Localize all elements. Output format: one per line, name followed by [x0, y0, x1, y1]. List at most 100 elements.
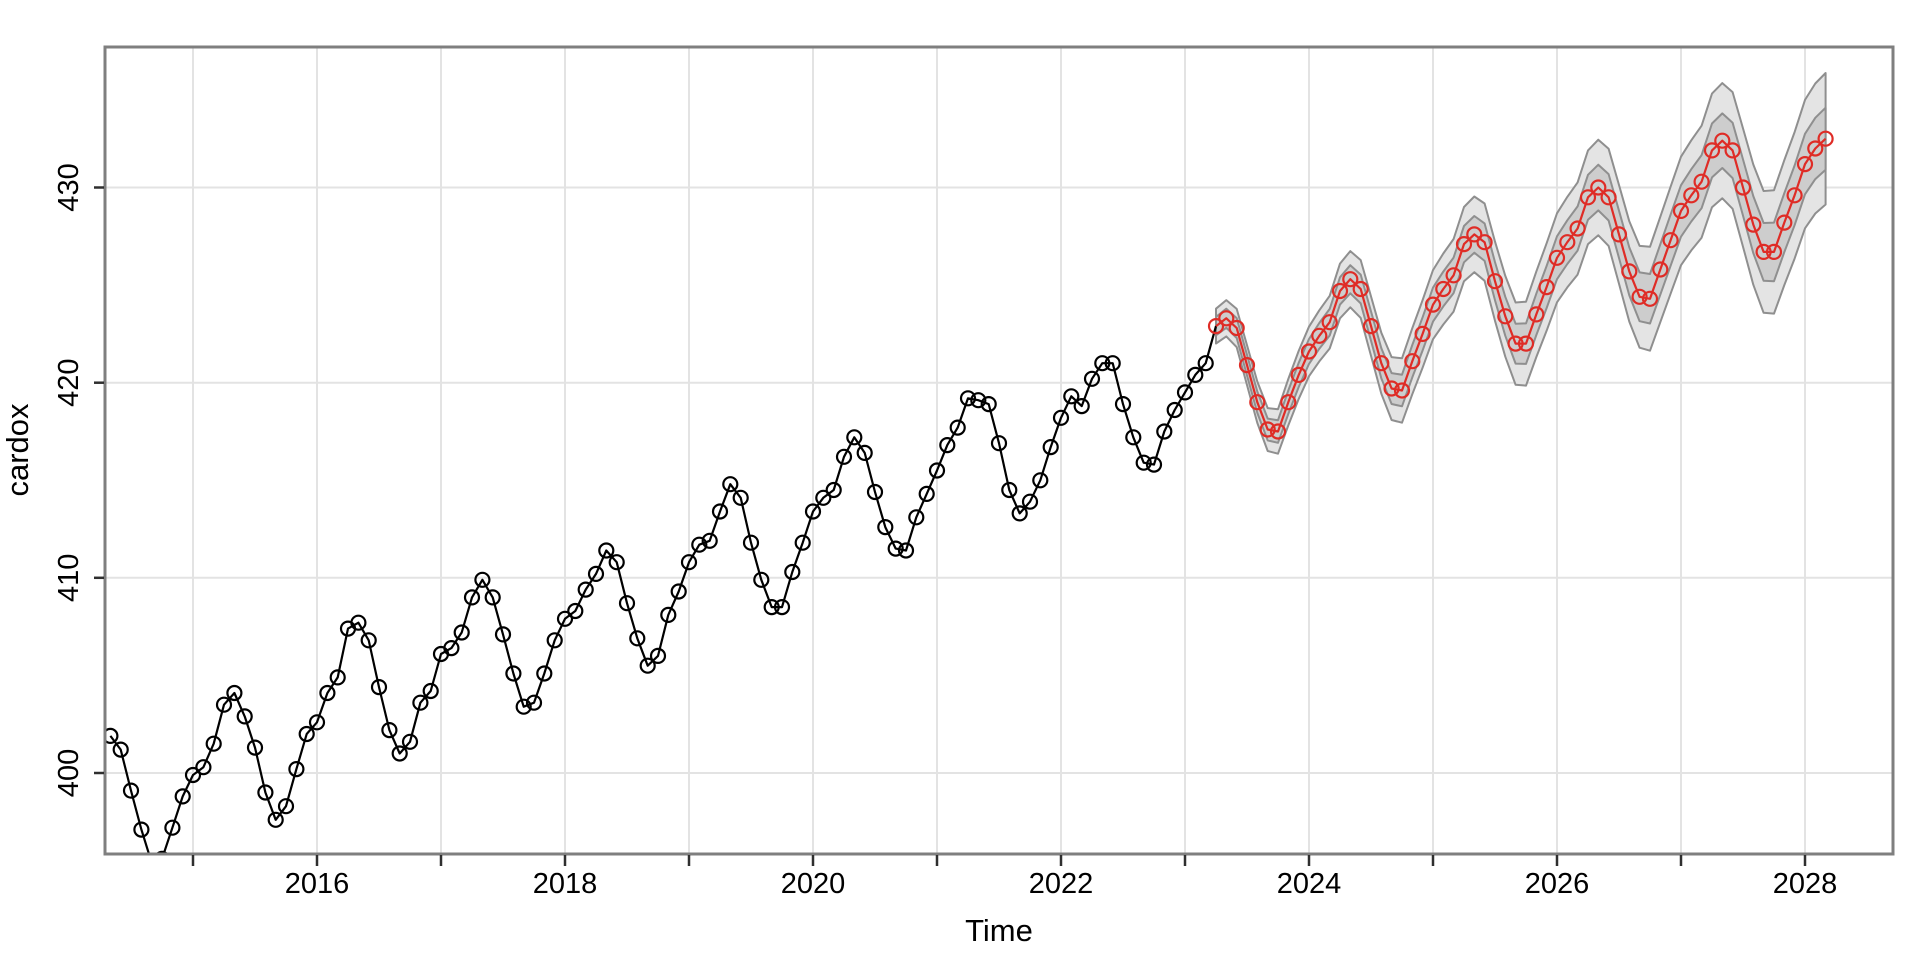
observed-point: [443, 639, 460, 657]
observed-point: [525, 694, 543, 711]
observed-point: [1052, 409, 1070, 426]
forecast-point: [1404, 353, 1421, 370]
observed-point: [691, 536, 708, 553]
observed-point: [618, 595, 636, 612]
forecast-point: [1755, 243, 1772, 260]
forecast-point: [1249, 394, 1266, 411]
observed-point: [370, 678, 388, 696]
observed-point: [277, 798, 295, 815]
x-tick-label: 2026: [1525, 868, 1590, 900]
panel-frame: [103, 45, 1895, 856]
observed-point: [298, 725, 315, 743]
observed-point: [732, 489, 749, 506]
observed-point: [226, 684, 243, 702]
observed-point: [164, 819, 181, 836]
observed-point: [401, 733, 419, 750]
forecast-point: [1786, 187, 1803, 204]
forecast-point: [1745, 216, 1762, 233]
observed-point: [587, 565, 605, 583]
observed-point: [908, 509, 925, 526]
observed-point: [1145, 456, 1163, 473]
observed-point: [484, 589, 501, 606]
forecast-point: [1807, 140, 1824, 157]
x-tick-label: 2016: [285, 868, 350, 900]
observed-point: [1166, 401, 1183, 419]
observed-point: [1001, 481, 1018, 499]
observed-point: [711, 503, 729, 520]
observed-point: [236, 708, 253, 725]
forecast-point: [1383, 380, 1400, 397]
observed-point: [174, 788, 191, 805]
observed-point: [184, 766, 202, 784]
observed-point: [505, 665, 522, 682]
observed-point: [494, 626, 512, 643]
forecast-point: [1486, 273, 1504, 290]
observed-point: [105, 727, 119, 744]
forecast-point: [1590, 179, 1607, 196]
forecast-point: [1311, 327, 1328, 344]
observed-point: [784, 563, 801, 581]
observed-point: [577, 581, 594, 598]
forecast-point: [1610, 226, 1628, 243]
observed-point: [1176, 384, 1194, 401]
observed-point: [422, 682, 439, 700]
forecast-point: [1817, 130, 1834, 147]
observed-point: [877, 518, 894, 536]
x-tick-label: 2022: [1029, 868, 1094, 900]
axis-ticks: [94, 186, 1807, 866]
forecast-point: [1414, 325, 1431, 342]
observed-point: [133, 821, 150, 838]
y-tick-label: 410: [53, 554, 85, 602]
x-tick-label: 2020: [781, 868, 846, 900]
observed-point: [288, 760, 305, 778]
observed-point: [660, 606, 677, 624]
observed-point: [835, 448, 853, 465]
forecast-point: [1507, 335, 1524, 352]
observed-point: [773, 598, 791, 616]
observed-point: [1114, 396, 1132, 413]
observed-point: [112, 741, 129, 758]
forecast-point: [1548, 249, 1566, 266]
observed-point: [1187, 366, 1204, 383]
y-tick-label: 400: [53, 749, 85, 797]
observed-point: [319, 684, 336, 702]
observed-point: [1073, 398, 1090, 415]
forecast-point: [1228, 319, 1245, 337]
observed-point: [701, 532, 718, 549]
observed-point: [1104, 355, 1121, 372]
forecast-point: [1290, 366, 1307, 383]
y-tick-label: 420: [53, 359, 85, 407]
forecast-point: [1538, 279, 1555, 296]
observed-point: [567, 602, 584, 620]
observed-point: [918, 485, 935, 502]
observed-point: [649, 647, 667, 665]
forecast-point: [1352, 280, 1369, 298]
observed-point: [825, 481, 842, 499]
observed-point: [412, 694, 429, 711]
observed-point: [680, 554, 698, 571]
forecast-point: [1259, 421, 1276, 438]
prediction-interval-bands: [1215, 72, 1827, 455]
observed-point: [515, 698, 532, 715]
forecast-point: [1300, 343, 1318, 360]
observed-point: [897, 542, 915, 559]
forecast-point: [1641, 290, 1659, 307]
forecast-point: [1207, 318, 1225, 335]
observed-point: [329, 669, 346, 686]
forecast-point: [1600, 189, 1617, 206]
axis-tick-labels: 2016 2018 2020 2022 2024 2026 2028 400 410 420 430: [53, 163, 1837, 900]
forecast-point: [1724, 142, 1741, 159]
forecast-point: [1796, 156, 1814, 173]
forecast-point: [1445, 267, 1462, 284]
confidence-band-95: [1215, 72, 1827, 455]
x-axis-title: Time: [965, 913, 1033, 948]
forecast-point: [1373, 355, 1390, 372]
observed-point: [970, 392, 987, 409]
observed-point: [990, 435, 1008, 452]
x-tick-label: 2028: [1773, 868, 1838, 900]
forecast-point: [1703, 142, 1721, 159]
observed-point: [753, 571, 770, 588]
forecast-point: [1579, 189, 1597, 206]
